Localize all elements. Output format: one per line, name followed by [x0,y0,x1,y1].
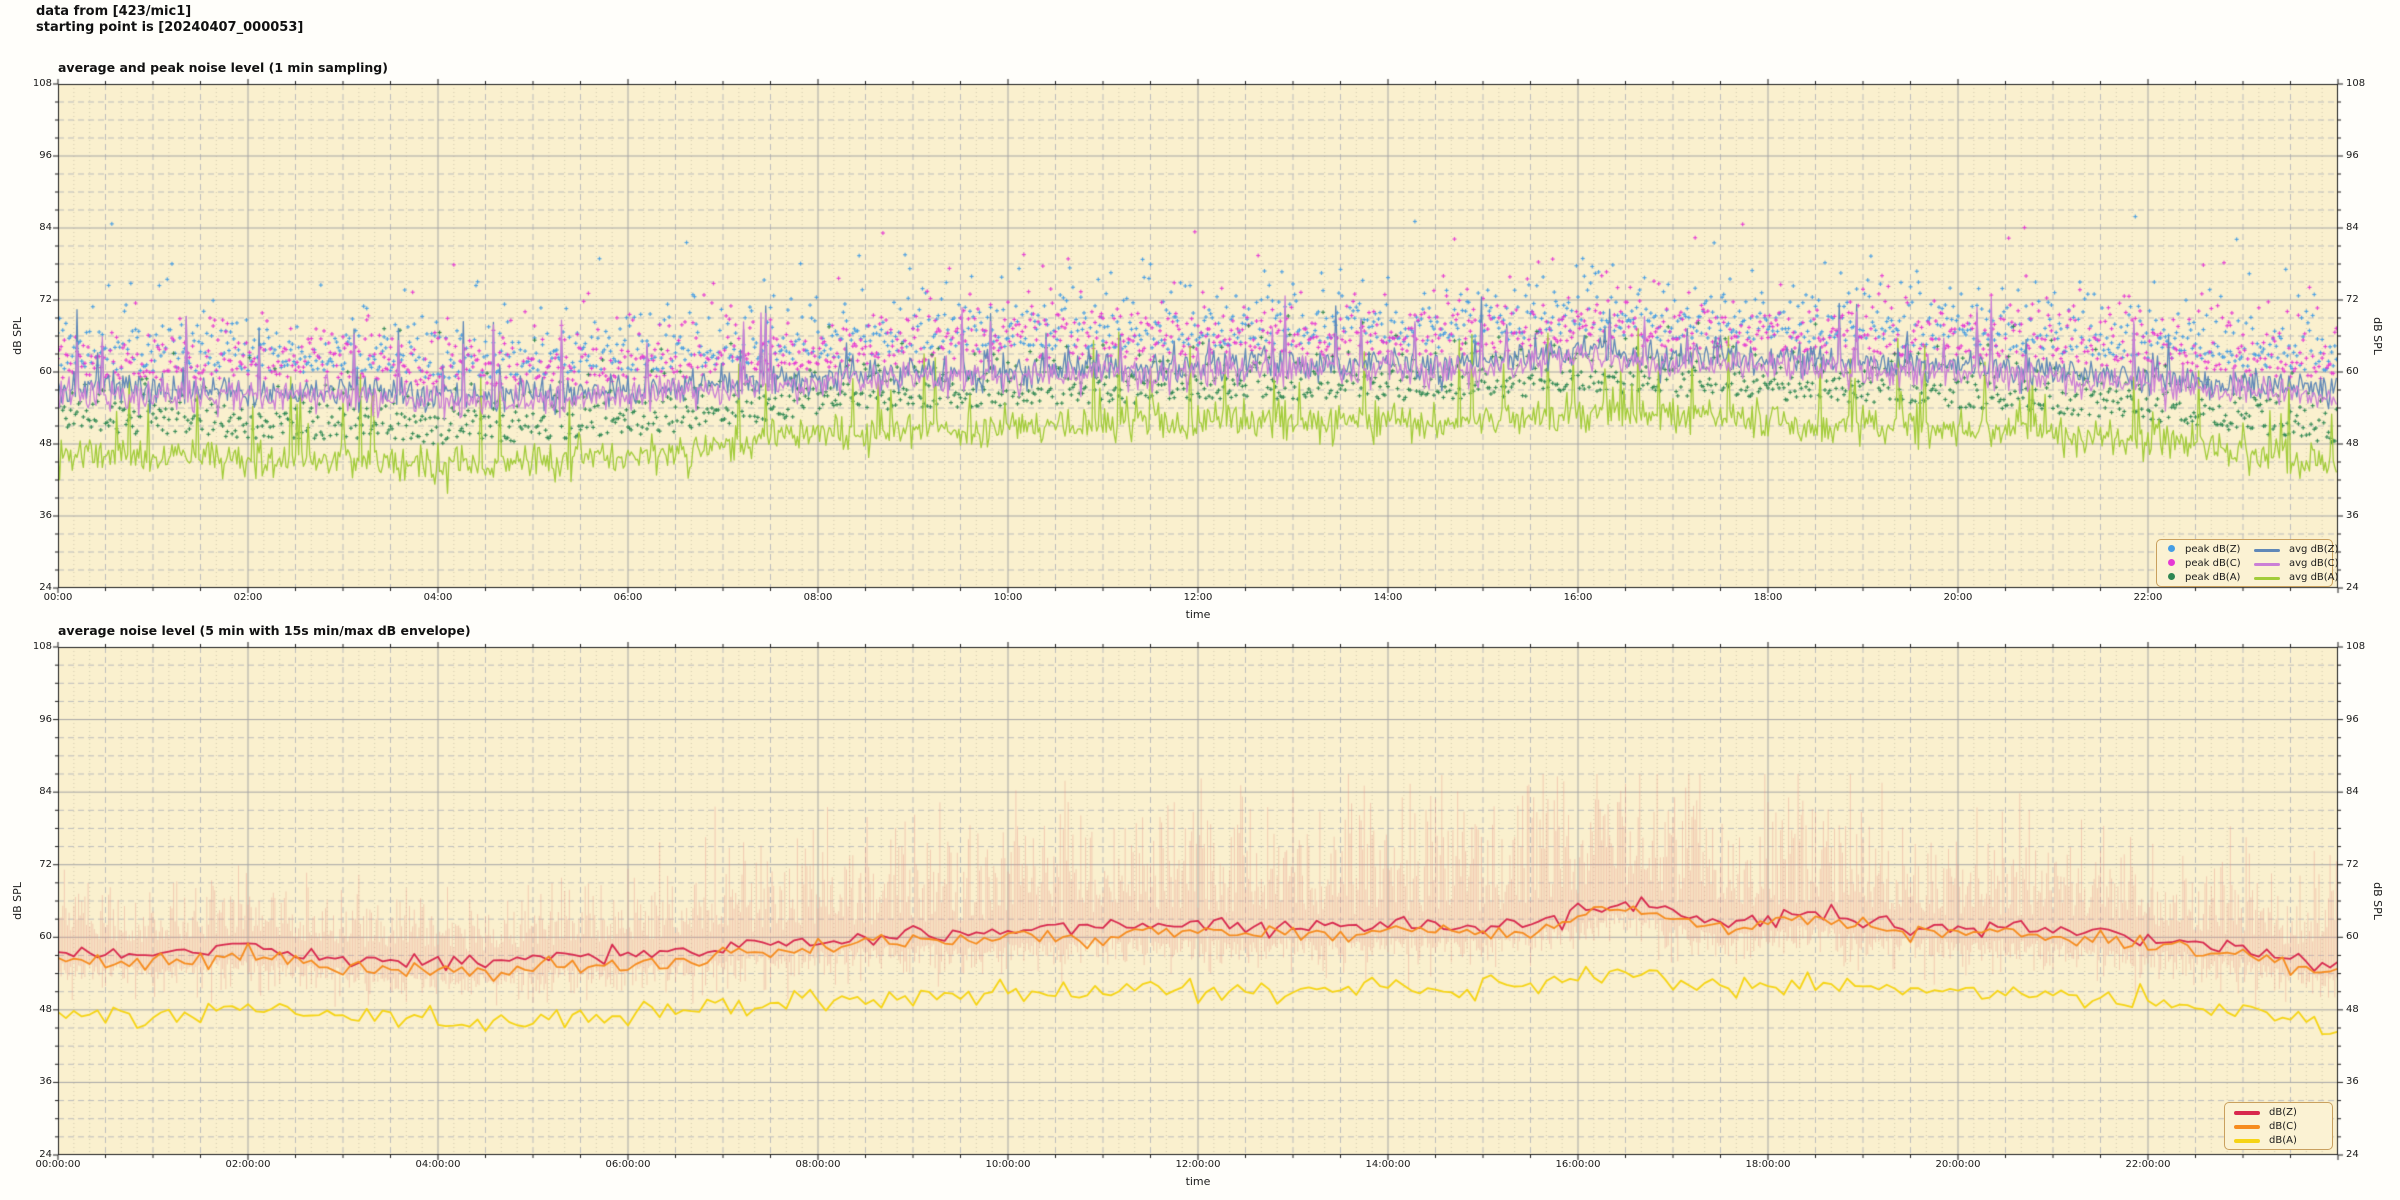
chart-top-yaxis-label-left: dB SPL [11,317,24,355]
y-tick-label-right: 48 [2346,1003,2359,1015]
y-tick-label-left: 96 [39,713,52,725]
legend-line-swatch [2251,557,2283,571]
x-tick-label: 04:00:00 [415,1159,461,1170]
y-tick-label-left: 84 [39,786,52,798]
header-line-2: starting point is [20240407_000053] [36,20,304,35]
chart-bottom-xaxis-label: time [1185,1175,1211,1188]
y-tick-label-left: 108 [32,78,52,89]
y-tick-label-right: 96 [2346,150,2359,161]
legend-line-swatch [2251,571,2283,585]
legend-label: avg dB(C) [2289,558,2339,569]
x-tick-label: 08:00 [803,592,833,603]
y-tick-label-left: 84 [39,222,52,233]
legend-line-swatch [2231,1120,2263,1134]
y-tick-label-right: 60 [2346,931,2359,943]
chart-top-xaxis-label: time [1185,608,1211,621]
y-tick-label-right: 108 [2346,78,2366,89]
y-tick-label-left: 72 [39,294,52,305]
x-tick-label: 12:00:00 [1175,1159,1221,1170]
legend-line-swatch [2251,543,2283,557]
y-tick-label-left: 60 [39,366,52,377]
chart-top-yaxis-label-right: dB SPL [2371,317,2384,355]
x-tick-label: 06:00 [613,592,643,603]
x-tick-label: 02:00:00 [225,1159,271,1170]
x-tick-label: 14:00 [1373,592,1403,603]
x-tick-label: 04:00 [423,592,453,603]
x-tick-label: 22:00 [2133,592,2163,603]
line-swatch-icon [2234,1124,2260,1129]
y-tick-label-left: 24 [39,1149,52,1160]
x-tick-label: 00:00:00 [35,1159,81,1170]
y-tick-label-left: 60 [39,931,52,943]
legend-line-swatch [2231,1106,2263,1120]
legend-label: avg dB(A) [2289,572,2339,583]
scatter-marker-icon [2167,559,2175,566]
legend-marker-dot [2163,557,2179,571]
legend-marker-dot [2163,571,2179,585]
x-tick-label: 20:00:00 [1935,1159,1981,1170]
chart-bottom-yaxis-label-right: dB SPL [2371,882,2384,920]
legend-label: avg dB(Z) [2289,544,2339,555]
line-swatch-icon [2234,1138,2260,1143]
line-swatch-icon [2254,562,2280,566]
x-tick-label: 12:00 [1183,592,1213,603]
line-swatch-icon [2234,1110,2260,1115]
chart-bottom-legend: dB(Z) dB(C) dB(A) [2224,1102,2333,1150]
chart-bottom-title: average noise level (5 min with 15s min/… [58,623,471,638]
y-tick-label-right: 48 [2346,438,2359,449]
y-tick-label-right: 36 [2346,510,2359,521]
y-tick-label-left: 24 [39,582,52,593]
header-line-1: data from [423/mic1] [36,4,192,19]
y-tick-label-left: 36 [39,1076,52,1088]
chart-top-title: average and peak noise level (1 min samp… [58,60,388,75]
y-tick-label-right: 96 [2346,713,2359,725]
x-tick-label: 08:00:00 [795,1159,841,1170]
x-tick-label: 10:00:00 [985,1159,1031,1170]
y-tick-label-right: 24 [2346,582,2359,593]
x-tick-label: 00:00 [43,592,73,603]
y-tick-label-left: 48 [39,438,52,449]
x-tick-label: 16:00:00 [1555,1159,1601,1170]
scatter-marker-icon [2167,545,2175,552]
y-tick-label-left: 48 [39,1003,52,1015]
x-tick-label: 18:00:00 [1745,1159,1791,1170]
x-tick-label: 10:00 [993,592,1023,603]
y-tick-label-right: 72 [2346,294,2359,305]
line-swatch-icon [2254,548,2280,552]
line-swatch-icon [2254,576,2280,580]
y-tick-label-right: 72 [2346,858,2359,870]
y-tick-label-right: 84 [2346,222,2359,233]
x-tick-label: 02:00 [233,592,263,603]
noise-bottom-chart-canvas [46,635,2350,1167]
noise-top-chart-canvas [46,72,2350,600]
y-tick-label-left: 36 [39,510,52,521]
y-tick-label-right: 36 [2346,1076,2359,1088]
legend-marker-dot [2163,543,2179,557]
x-tick-label: 18:00 [1753,592,1783,603]
legend-line-swatch [2231,1134,2263,1148]
legend-label: dB(Z) [2269,1107,2297,1118]
legend-label: peak dB(Z) [2185,544,2241,555]
y-tick-label-left: 96 [39,150,52,161]
x-tick-label: 14:00:00 [1365,1159,1411,1170]
x-tick-label: 16:00 [1563,592,1593,603]
x-tick-label: 20:00 [1943,592,1973,603]
y-tick-label-left: 108 [32,641,52,652]
y-tick-label-right: 84 [2346,786,2359,798]
scatter-marker-icon [2167,573,2175,580]
legend-label: peak dB(A) [2185,572,2241,583]
x-tick-label: 22:00:00 [2125,1159,2171,1170]
chart-bottom-yaxis-label-left: dB SPL [11,882,24,920]
y-tick-label-right: 108 [2346,641,2366,652]
legend-label: dB(C) [2269,1121,2297,1132]
y-tick-label-right: 24 [2346,1149,2359,1160]
legend-label: dB(A) [2269,1135,2297,1146]
y-tick-label-right: 60 [2346,366,2359,377]
chart-top-legend: peak dB(Z) avg dB(Z) peak dB(C) avg dB(C) pe… [2156,539,2339,587]
legend-label: peak dB(C) [2185,558,2241,569]
y-tick-label-left: 72 [39,858,52,870]
x-tick-label: 06:00:00 [605,1159,651,1170]
